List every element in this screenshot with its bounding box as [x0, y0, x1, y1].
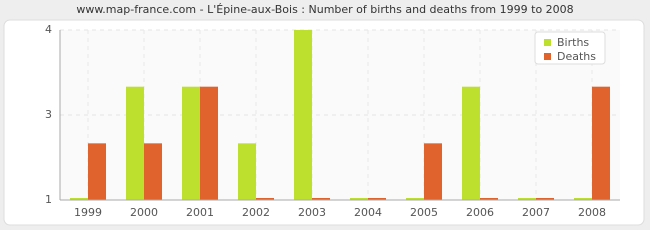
legend-box: [534, 31, 606, 65]
bar: [518, 198, 536, 200]
bar: [480, 198, 498, 200]
chart-title: www.map-france.com - L'Épine-aux-Bois : …: [76, 3, 573, 16]
bar: [144, 143, 162, 200]
bar: [424, 143, 442, 200]
bar: [462, 86, 480, 200]
bar: [238, 143, 256, 200]
bar: [406, 198, 424, 200]
x-tick-label: 2006: [466, 206, 494, 219]
x-tick-label: 2001: [186, 206, 214, 219]
bar: [350, 198, 368, 200]
x-tick-label: 2003: [298, 206, 326, 219]
legend-swatch: [544, 53, 551, 60]
x-tick-label: 2005: [410, 206, 438, 219]
bar: [592, 86, 610, 200]
bar: [368, 198, 386, 200]
bar: [312, 198, 330, 200]
bar: [182, 86, 200, 200]
x-tick-label: 2007: [522, 206, 550, 219]
bar: [88, 143, 106, 200]
legend-label: Births: [557, 36, 589, 49]
bar: [574, 198, 592, 200]
bar: [70, 198, 88, 200]
chart: www.map-france.com - L'Épine-aux-Bois : …: [0, 0, 650, 230]
bar: [126, 86, 144, 200]
y-tick-label: 3: [45, 108, 52, 121]
y-tick-label: 4: [45, 23, 52, 36]
x-tick-label: 2000: [130, 206, 158, 219]
legend-label: Deaths: [557, 50, 596, 63]
bar: [256, 198, 274, 200]
x-tick-label: 2008: [578, 206, 606, 219]
bar: [200, 86, 218, 200]
y-tick-label: 1: [45, 193, 52, 206]
page: {"chart_data": {"type": "bar", "title": …: [0, 0, 650, 230]
bar: [294, 30, 312, 200]
x-tick-label: 2004: [354, 206, 382, 219]
x-tick-label: 1999: [74, 206, 102, 219]
x-tick-label: 2002: [242, 206, 270, 219]
legend-swatch: [544, 39, 551, 46]
bar: [536, 198, 554, 200]
